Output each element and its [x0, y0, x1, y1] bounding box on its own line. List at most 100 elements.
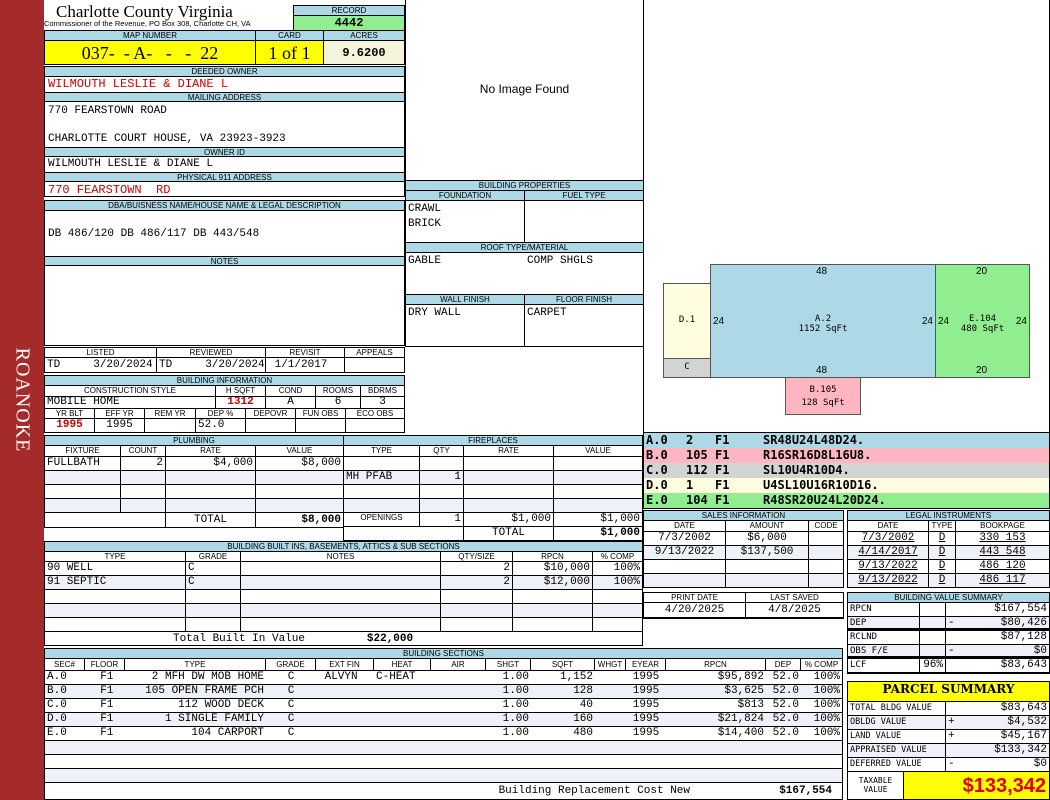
- table-cell: $83,643: [1000, 659, 1047, 671]
- table-cell: [316, 741, 374, 754]
- table-cell: [431, 671, 486, 684]
- table-cell: [145, 419, 196, 432]
- table-row: A.0 F1 2 MFH DW MOB HOME C ALVYN C-HEAT 1.0…: [45, 671, 842, 685]
- table-cell: [920, 631, 946, 644]
- table-cell: [266, 741, 316, 754]
- table-cell: [946, 603, 964, 616]
- table-cell: [186, 618, 241, 631]
- column-header: DATE: [848, 521, 929, 531]
- building-info-title: BUILDING INFORMATION: [45, 376, 404, 386]
- table-cell: [346, 419, 404, 432]
- table-cell: [85, 769, 125, 782]
- table-cell: [166, 485, 256, 498]
- mailing-address-line1: 770 FEARSTOWN ROAD: [48, 105, 167, 117]
- table-cell: 100%: [813, 671, 840, 683]
- table-cell: $0: [1033, 758, 1047, 770]
- table-cell: [316, 699, 374, 712]
- table-cell: [595, 727, 626, 740]
- column-header: TYPE: [45, 552, 186, 561]
- table-cell: $1,000: [600, 513, 640, 525]
- table-cell: [266, 769, 316, 782]
- table-cell: 6: [316, 397, 361, 408]
- table-cell: $6,000: [726, 532, 809, 545]
- total-row: Total Built In Value $22,000: [45, 632, 642, 645]
- table-cell: [45, 769, 85, 782]
- table-cell: 2 MFH DW MOB HOME: [131, 671, 264, 683]
- table-cell: MH PFAB: [344, 471, 420, 484]
- foundation-value: BRICK: [408, 218, 442, 230]
- table-cell: [316, 755, 374, 768]
- table-cell: [186, 590, 241, 603]
- legal-title: LEGAL INSTRUMENTS: [848, 511, 1049, 521]
- column-header: SQFT: [531, 659, 595, 670]
- sales-table: SALES INFORMATION DATE AMOUNT CODE 7/3/2002 $…: [643, 510, 844, 588]
- replacement-cost-label: Building Replacement Cost New: [498, 785, 690, 797]
- table-cell: [345, 358, 404, 372]
- table-cell: [666, 769, 766, 782]
- column-header: QTY/SIZE: [441, 552, 513, 561]
- table-cell: [374, 727, 431, 740]
- physical-address-value: 770 FEARSTOWN RD: [48, 183, 171, 197]
- column-header: EXT FIN: [316, 659, 374, 670]
- record-box: RECORD 4442: [293, 5, 405, 31]
- column-header: DEPOVR: [246, 409, 296, 418]
- table-cell: [626, 769, 666, 782]
- total-label: Total Built In Value: [172, 633, 305, 645]
- notes-label: NOTES: [45, 256, 404, 266]
- table-row: 4/20/2025 4/8/2025: [644, 603, 843, 618]
- plumbing-table: PLUMBING FIXTURE COUNT RATE VALUE FULLBATH 2 $4…: [44, 435, 344, 528]
- table-cell: [946, 702, 964, 715]
- table-cell: [464, 485, 554, 498]
- physical-address-label: PHYSICAL 911 ADDRESS: [45, 172, 404, 182]
- table-cell: $813: [737, 699, 764, 711]
- table-cell: $0: [1033, 645, 1047, 656]
- table-cell: APPRAISED VALUE: [848, 744, 946, 757]
- table-cell: [595, 671, 626, 684]
- table-cell: 91 SEPTIC: [45, 576, 186, 589]
- parcel-summary-title: PARCEL SUMMARY: [848, 682, 1049, 702]
- table-cell: 1: [686, 478, 694, 492]
- table-cell: $14,400: [717, 727, 764, 739]
- table-cell: OPENINGS: [344, 513, 420, 526]
- table-cell: +: [948, 730, 955, 742]
- table-cell: [531, 755, 595, 768]
- table-row: [644, 574, 843, 587]
- column-header: VALUE: [585, 446, 611, 455]
- table-cell: D: [929, 546, 956, 559]
- table-cell: C: [287, 699, 295, 711]
- table-cell: 1995: [632, 671, 660, 683]
- column-headers: DATE AMOUNT CODE: [644, 521, 843, 532]
- column-header: YR BLT: [45, 409, 95, 418]
- footer-row: Building Replacement Cost New $167,554: [45, 783, 842, 799]
- table-row: [45, 741, 842, 755]
- table-cell: [431, 685, 486, 698]
- table-cell: [809, 532, 843, 545]
- table-cell: 1/1/2017: [266, 358, 345, 372]
- owner-id-value: WILMOUTH LESLIE & DIANE L: [48, 158, 214, 170]
- column-header: FLOOR: [85, 659, 125, 670]
- column-header: FUN OBS: [296, 409, 346, 418]
- table-cell: [121, 471, 166, 484]
- legend-row: D.0 1 F1 U4SL10U16R10D16.: [644, 478, 1049, 493]
- table-cell: $3,625: [724, 685, 764, 697]
- column-headers: LISTED REVIEWED REVISIT APPEALS: [45, 348, 404, 358]
- column-header: RATE: [464, 446, 554, 456]
- table-row: [45, 471, 343, 485]
- table-cell: E.0: [646, 493, 668, 507]
- column-header: TYPE: [344, 446, 420, 456]
- table-cell: 100%: [813, 699, 840, 711]
- table-cell: 52.0: [772, 685, 799, 697]
- table-row: 9/13/2022 D 486 117: [848, 574, 1049, 587]
- table-cell: F1: [87, 713, 114, 725]
- table-cell: [431, 741, 486, 754]
- table-cell: TOTAL: [166, 513, 256, 527]
- table-cell: [420, 499, 464, 512]
- table-cell: [726, 574, 809, 587]
- table-cell: [766, 755, 801, 768]
- total-row: TOTAL $8,000: [45, 513, 343, 527]
- table-cell: 4/14/2017: [848, 546, 929, 559]
- table-cell: [374, 713, 431, 726]
- table-row: 91 SEPTIC C 2 $12,000 100%: [45, 576, 642, 590]
- column-header: ROOMS: [316, 386, 361, 396]
- table-cell: [45, 755, 85, 768]
